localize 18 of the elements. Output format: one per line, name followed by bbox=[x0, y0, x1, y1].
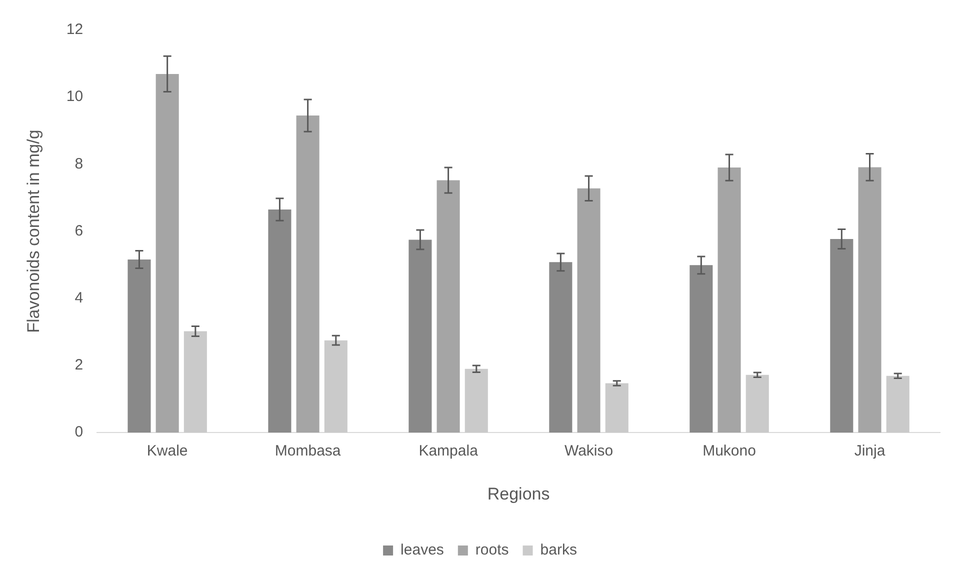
x-tick-label: Kwale bbox=[146, 442, 188, 460]
x-tick-label: Wakiso bbox=[564, 442, 614, 460]
x-tick-label: Mukono bbox=[702, 442, 756, 460]
y-tick-label: 10 bbox=[66, 88, 84, 106]
x-tick-label: Kampala bbox=[418, 442, 479, 460]
y-tick-label: 0 bbox=[74, 424, 84, 441]
y-tick-label: 6 bbox=[74, 222, 84, 240]
x-axis-title: Regions bbox=[487, 484, 550, 504]
legend-label: barks bbox=[540, 542, 577, 559]
y-axis-title: Flavonoids content in mg/g bbox=[24, 130, 43, 333]
y-tick-label: 8 bbox=[74, 155, 84, 172]
legend-label: leaves bbox=[400, 542, 444, 559]
x-tick-label: Jinja bbox=[854, 442, 886, 460]
legend-label: roots bbox=[475, 542, 509, 559]
y-tick-label: 2 bbox=[74, 356, 84, 374]
y-tick-label: 4 bbox=[74, 290, 84, 307]
y-tick-label: 12 bbox=[66, 21, 84, 38]
x-tick-label: Mombasa bbox=[274, 442, 342, 460]
